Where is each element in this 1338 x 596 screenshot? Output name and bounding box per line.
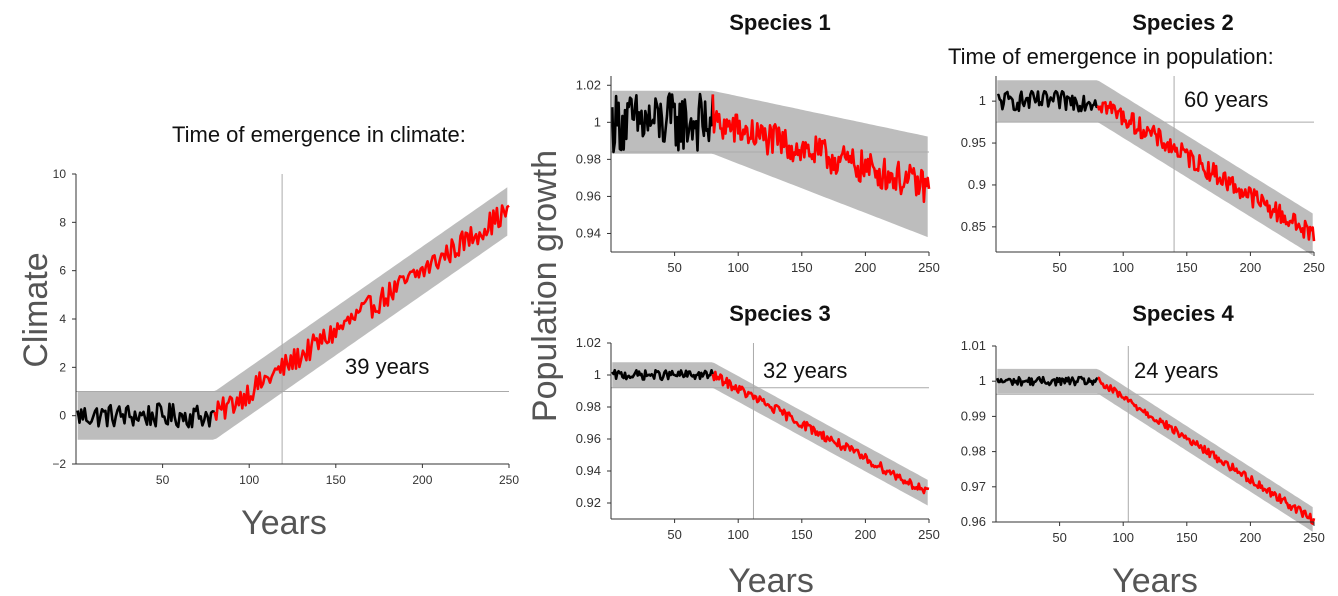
emergence-label: 39 years (345, 354, 429, 379)
y-tick-label: 0.95 (961, 135, 986, 150)
y-tick-label: 10 (53, 167, 67, 181)
y-tick-label: 0.94 (576, 225, 601, 240)
changing-series-line (711, 94, 931, 204)
y-tick-label: 1.01 (961, 338, 986, 353)
x-tick-label: 200 (855, 260, 877, 275)
species-1-panel: 50 100 150 200 250 0.94 0.96 0.98 1 1.02 (576, 76, 940, 275)
climate-panel: 50 100 150 200 250 −2 0 2 4 6 8 10 39 years (52, 167, 519, 487)
baseline-series-line (611, 92, 715, 154)
y-tick-label: 0.96 (576, 188, 601, 203)
species-3-panel: 50 100 150 200 250 0.92 0.94 0.96 0.98 1 1.02 32 ye… (576, 335, 940, 542)
y-tick-label: 0.96 (961, 514, 986, 529)
x-tick-label: 150 (791, 527, 813, 542)
emergence-label: 24 years (1134, 358, 1218, 383)
y-tick-label: 0.96 (576, 431, 601, 446)
baseline-series-line (76, 402, 216, 429)
x-tick-label: 150 (1176, 260, 1198, 275)
population-ylabel: Population growth (526, 150, 564, 422)
uncertainty-band (612, 362, 928, 506)
x-tick-label: 50 (667, 527, 681, 542)
y-tick-label: 0.98 (576, 399, 601, 414)
changing-series-line (213, 204, 510, 421)
y-tick-label: 1.02 (576, 335, 601, 350)
changing-series-line (711, 370, 930, 495)
x-tick-label: 200 (412, 473, 432, 487)
y-tick-label: 0.85 (961, 219, 986, 234)
x-tick-label: 200 (855, 527, 877, 542)
baseline-series-line (996, 89, 1099, 113)
species-4-panel: 50 100 150 200 250 0.96 0.97 0.98 0.99 1 1.01 24 ye… (961, 338, 1325, 545)
species-2-title: Species 2 (1132, 10, 1234, 35)
x-tick-label: 150 (791, 260, 813, 275)
baseline-series-line (611, 368, 715, 382)
changing-series-line (1096, 100, 1316, 242)
y-tick-label: 1 (594, 367, 601, 382)
species-4-xlabel: Years (1112, 562, 1198, 596)
x-tick-label: 200 (1240, 260, 1262, 275)
x-tick-label: 200 (1240, 530, 1262, 545)
species-3-xlabel: Years (728, 562, 814, 596)
species-4-title: Species 4 (1132, 301, 1234, 326)
species-3-title: Species 3 (729, 301, 831, 326)
species-2-panel: 50 100 150 200 250 0.85 0.9 0.95 1 60 years (961, 76, 1325, 275)
y-tick-label: 0.9 (968, 177, 986, 192)
uncertainty-band (997, 368, 1313, 532)
x-tick-label: 100 (727, 527, 749, 542)
y-tick-label: 1.02 (576, 77, 601, 92)
x-tick-label: 100 (239, 473, 259, 487)
emergence-label: 60 years (1184, 87, 1268, 112)
y-tick-label: 2 (59, 360, 66, 374)
x-tick-label: 100 (727, 260, 749, 275)
x-tick-label: 100 (1112, 260, 1134, 275)
x-tick-label: 50 (667, 260, 681, 275)
x-tick-label: 150 (326, 473, 346, 487)
x-tick-label: 250 (1303, 530, 1325, 545)
y-tick-label: 0.98 (576, 151, 601, 166)
x-tick-label: 50 (1052, 260, 1066, 275)
baseline-series-line (996, 375, 1099, 387)
population-emergence-annotation: Time of emergence in population: (948, 44, 1274, 69)
x-tick-label: 250 (918, 527, 940, 542)
climate-xlabel: Years (241, 504, 327, 542)
climate-ylabel: Climate (17, 252, 55, 367)
x-tick-label: 250 (499, 473, 519, 487)
y-tick-label: 0.94 (576, 463, 601, 478)
x-tick-label: 250 (1303, 260, 1325, 275)
emergence-label: 32 years (763, 358, 847, 383)
y-tick-label: 1 (979, 373, 986, 388)
y-tick-label: 6 (59, 264, 66, 278)
species-1-title: Species 1 (729, 10, 831, 35)
x-tick-label: 100 (1112, 530, 1134, 545)
x-tick-label: 50 (156, 473, 170, 487)
y-tick-label: 1 (979, 93, 986, 108)
x-tick-label: 50 (1052, 530, 1066, 545)
y-tick-label: 4 (59, 312, 66, 326)
y-tick-label: 0.97 (961, 479, 986, 494)
y-tick-label: 0.99 (961, 408, 986, 423)
changing-series-line (1097, 376, 1316, 525)
x-tick-label: 150 (1176, 530, 1198, 545)
y-tick-label: −2 (52, 457, 66, 471)
uncertainty-band (77, 187, 508, 440)
y-tick-label: 0.92 (576, 495, 601, 510)
y-tick-label: 8 (59, 215, 66, 229)
y-tick-label: 0 (59, 409, 66, 423)
climate-emergence-annotation: Time of emergence in climate: (172, 122, 466, 147)
x-tick-label: 250 (918, 260, 940, 275)
y-tick-label: 0.98 (961, 444, 986, 459)
y-tick-label: 1 (594, 114, 601, 129)
